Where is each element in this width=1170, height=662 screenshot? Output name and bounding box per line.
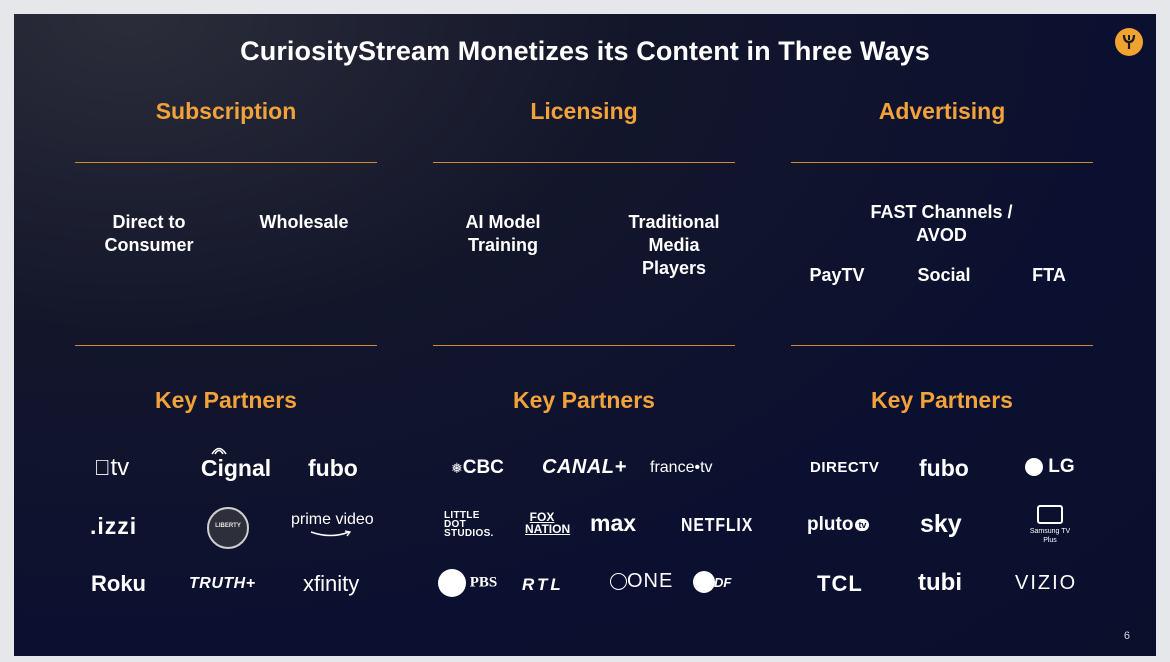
lg-face-icon xyxy=(1025,458,1043,476)
truth-plus-logo: TRUTH+ xyxy=(189,575,256,592)
pbs-head-icon xyxy=(438,569,466,597)
key-partners-advertising: Key Partners xyxy=(871,387,1013,413)
heading-licensing: Licensing xyxy=(530,98,638,124)
tv-one-logo: ONE xyxy=(610,570,673,593)
heading-subscription: Subscription xyxy=(155,98,297,124)
divider-advertising-bottom xyxy=(791,345,1093,346)
item-paytv: PayTV xyxy=(809,265,865,285)
izzi-logo: .izzi xyxy=(90,513,138,539)
tv-screen-icon xyxy=(1037,505,1063,524)
roku-logo: Roku xyxy=(91,571,146,596)
heading-advertising: Advertising xyxy=(878,98,1006,124)
xfinity-logo: xfinity xyxy=(303,571,360,596)
cbc-logo: ❅CBC xyxy=(451,457,504,478)
max-logo: max xyxy=(590,510,637,536)
tv-circle-icon xyxy=(610,573,627,591)
item-fta: FTA xyxy=(1032,265,1066,285)
key-partners-licensing: Key Partners xyxy=(513,387,655,413)
cbc-gem-icon: ❅ xyxy=(451,460,463,476)
canal-plus-logo: CANAL+ xyxy=(542,456,627,478)
directv-logo: DIRECTV xyxy=(810,459,880,476)
prime-video-logo: prime video xyxy=(291,511,374,537)
slide: CuriosityStream Monetizes its Content in… xyxy=(14,14,1156,656)
apple-tv-logo: tv xyxy=(94,454,129,481)
item-traditional-media-players: Traditional Media Players xyxy=(628,212,720,278)
netflix-logo: NETFLIX xyxy=(681,515,754,535)
divider-subscription-bottom xyxy=(75,345,377,346)
smile-arrow-icon xyxy=(310,530,352,537)
vizio-logo: VIZIO xyxy=(1015,572,1078,594)
sky-logo: sky xyxy=(920,510,962,538)
france-tv-logo: france•tv xyxy=(650,459,713,476)
pluto-tv-logo: pluto tv xyxy=(807,514,870,536)
liberty-seal-logo: LIBERTY xyxy=(207,507,249,549)
apple-icon:  xyxy=(94,455,111,480)
divider-licensing-top xyxy=(433,162,735,163)
lg-logo: LG xyxy=(1025,456,1075,478)
divider-subscription-top xyxy=(75,162,377,163)
fubo-logo-ad: fubo xyxy=(919,455,969,481)
divider-licensing-bottom xyxy=(433,345,735,346)
zdf-circle-icon xyxy=(693,571,715,593)
divider-advertising-top xyxy=(791,162,1093,163)
key-partners-subscription: Key Partners xyxy=(155,387,297,413)
slide-title: CuriosityStream Monetizes its Content in… xyxy=(240,36,930,66)
fubo-logo: fubo xyxy=(308,455,358,481)
pbs-logo: PBS xyxy=(438,569,497,597)
item-direct-to-consumer: Direct to Consumer xyxy=(104,212,194,255)
item-fast-channels-avod: FAST Channels / AVOD xyxy=(870,202,1013,245)
item-social: Social xyxy=(917,265,971,285)
item-wholesale: Wholesale xyxy=(259,212,349,232)
little-dot-studios-logo: LITTLE DOT STUDIOS. xyxy=(444,510,494,539)
fox-nation-logo: FOX NATION xyxy=(525,510,571,536)
curiositystream-logo-icon xyxy=(1115,28,1143,56)
rtl-logo: RTL xyxy=(522,575,564,594)
page-number: 6 xyxy=(1123,630,1130,642)
item-ai-model-training: AI Model Training xyxy=(465,212,541,255)
cignal-logo: Cignal xyxy=(191,447,281,482)
signal-icon xyxy=(211,447,227,455)
samsung-tv-plus-logo: Samsung TV Plus xyxy=(1028,505,1072,545)
tubi-logo: tubi xyxy=(918,569,962,596)
zdf-logo: ZDF xyxy=(693,571,731,593)
tcl-logo: TCL xyxy=(817,571,863,596)
